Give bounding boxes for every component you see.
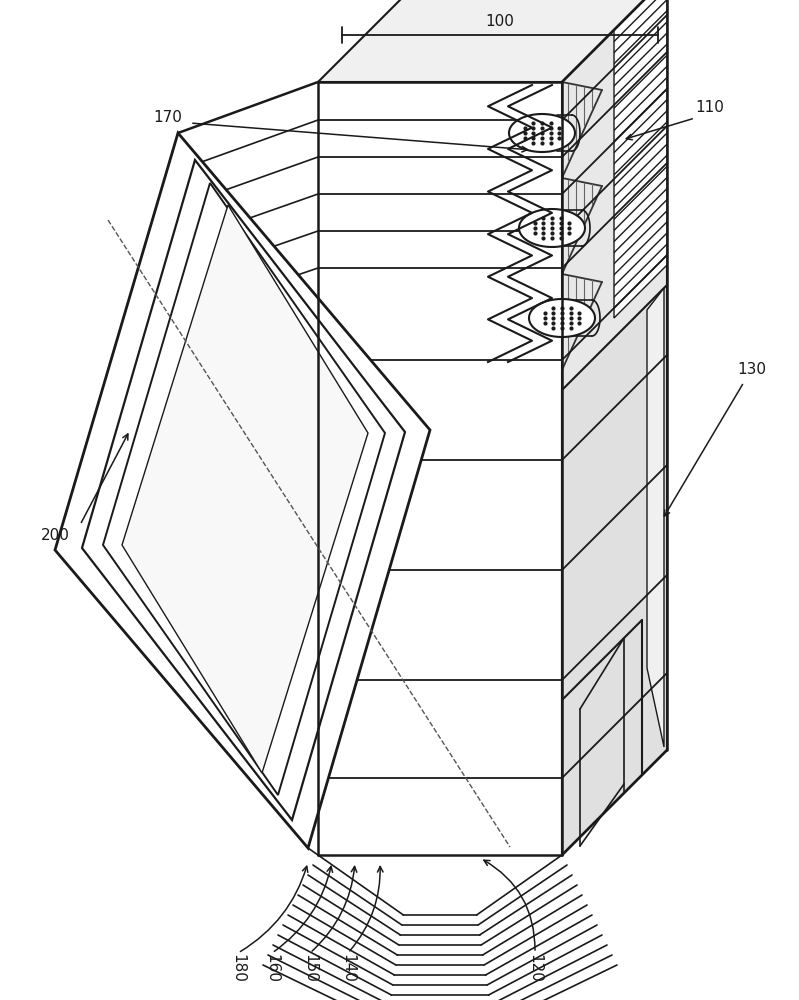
Polygon shape (529, 299, 595, 337)
Text: 150: 150 (303, 954, 317, 982)
Text: 160: 160 (264, 954, 280, 982)
Polygon shape (318, 268, 562, 360)
Polygon shape (318, 82, 562, 120)
Polygon shape (318, 231, 562, 268)
Text: 200: 200 (41, 528, 70, 542)
Polygon shape (647, 288, 664, 747)
Text: 100: 100 (486, 14, 515, 29)
Polygon shape (318, 778, 562, 855)
Polygon shape (318, 360, 562, 460)
Text: 110: 110 (696, 101, 725, 115)
Text: 120: 120 (527, 954, 543, 982)
Polygon shape (122, 205, 368, 773)
Polygon shape (318, 120, 562, 157)
Polygon shape (318, 570, 562, 680)
Polygon shape (318, 460, 562, 570)
Polygon shape (519, 209, 585, 247)
Polygon shape (509, 114, 575, 152)
Polygon shape (103, 183, 385, 795)
Polygon shape (318, 680, 562, 778)
Polygon shape (82, 160, 405, 820)
Text: 180: 180 (230, 954, 245, 982)
Polygon shape (318, 157, 562, 194)
Text: 140: 140 (340, 954, 356, 982)
Polygon shape (562, 0, 667, 855)
Text: 170: 170 (153, 110, 182, 125)
Polygon shape (55, 133, 430, 848)
Text: 130: 130 (737, 362, 766, 377)
Polygon shape (614, 0, 667, 318)
Polygon shape (562, 285, 667, 855)
Polygon shape (318, 194, 562, 231)
Polygon shape (318, 0, 667, 82)
